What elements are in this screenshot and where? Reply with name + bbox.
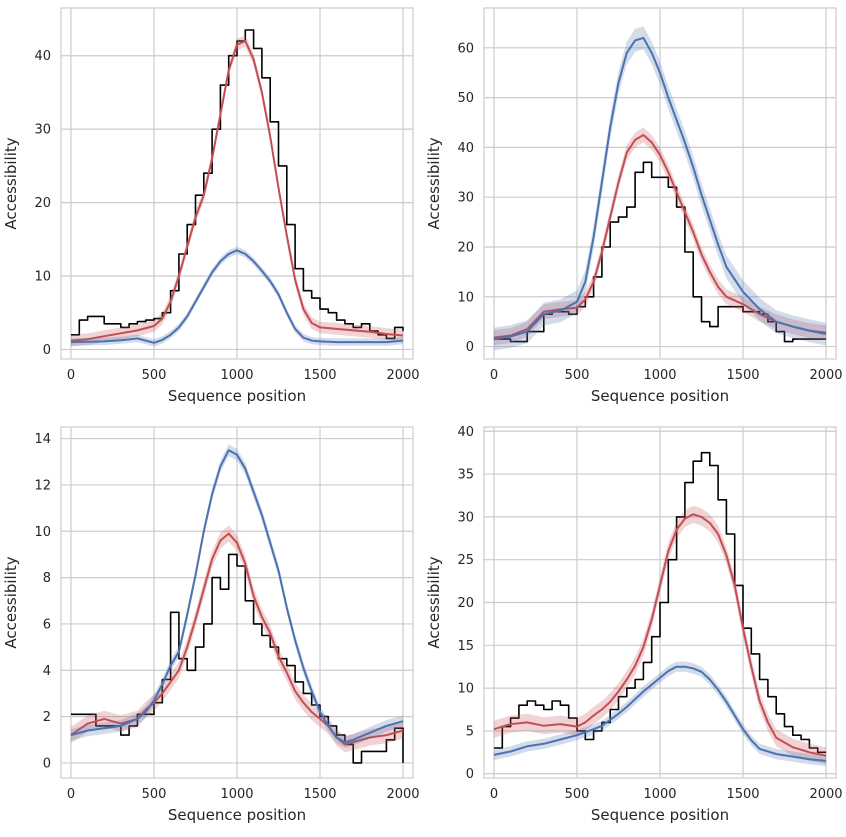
series-line-2 — [70, 40, 404, 342]
y-axis-label: Accessibility — [2, 556, 20, 648]
x-tick-label: 1000 — [643, 787, 676, 802]
x-tick-label: 500 — [142, 787, 167, 802]
y-tick-label: 20 — [34, 196, 51, 211]
y-tick-label: 0 — [466, 767, 474, 782]
x-tick-label: 500 — [142, 368, 167, 383]
series-line-3 — [70, 249, 404, 344]
x-tick-label: 1500 — [303, 787, 336, 802]
x-tick-label: 2000 — [386, 368, 419, 383]
y-tick-label: 40 — [457, 141, 474, 156]
axes-frame — [60, 426, 414, 779]
x-tick-label: 1000 — [643, 368, 676, 383]
x-axis-label: Sequence position — [168, 806, 306, 824]
y-tick-label: 30 — [34, 123, 51, 138]
series-line-3 — [493, 36, 827, 341]
y-tick-label: 25 — [457, 553, 474, 568]
confidence-band — [494, 127, 826, 346]
y-axis-label: Accessibility — [425, 556, 443, 648]
y-tick-label: 10 — [457, 682, 474, 697]
y-tick-label: 60 — [457, 41, 474, 56]
y-axis-label: Accessibility — [425, 137, 443, 229]
x-tick-label: 0 — [490, 368, 498, 383]
y-tick-label: 15 — [457, 639, 474, 654]
axes-frame — [483, 426, 837, 779]
y-axis-label: Accessibility — [2, 137, 20, 229]
y-tick-label: 0 — [43, 343, 51, 358]
y-tick-label: 20 — [457, 240, 474, 255]
x-tick-label: 1500 — [726, 787, 759, 802]
y-tick-label: 35 — [457, 468, 474, 483]
x-axis-label: Sequence position — [591, 806, 729, 824]
subplot-4: 0 500 1000 1500 2000 0 5 10 15 20 25 30 35 40 Sequence… — [425, 425, 843, 824]
y-tick-label: 0 — [43, 756, 51, 771]
y-tick-label: 30 — [457, 191, 474, 206]
series-line-3 — [70, 449, 404, 744]
y-tick-label: 4 — [43, 664, 51, 679]
y-tick-label: 10 — [34, 270, 51, 285]
y-tick-label: 50 — [457, 91, 474, 106]
subplot-1: 0 500 1000 1500 2000 0 10 20 30 40 Sequence positi… — [2, 7, 420, 405]
y-tick-label: 20 — [457, 596, 474, 611]
confidence-band — [494, 26, 826, 351]
subplot-2: 0 500 1000 1500 2000 0 10 20 30 40 50 60 Sequence po… — [425, 7, 843, 405]
y-tick-label: 40 — [457, 425, 474, 440]
x-tick-label: 0 — [67, 368, 75, 383]
y-tick-label: 10 — [34, 525, 51, 540]
axes-frame — [60, 7, 414, 360]
y-tick-label: 12 — [34, 478, 51, 493]
x-tick-label: 0 — [490, 787, 498, 802]
x-tick-label: 2000 — [809, 787, 842, 802]
x-tick-label: 1000 — [220, 368, 253, 383]
x-tick-label: 1500 — [303, 368, 336, 383]
y-tick-label: 40 — [34, 49, 51, 64]
x-axis-label: Sequence position — [168, 387, 306, 405]
confidence-band — [71, 525, 403, 753]
y-tick-label: 5 — [466, 724, 474, 739]
x-tick-label: 2000 — [809, 368, 842, 383]
x-tick-label: 500 — [565, 787, 590, 802]
x-axis-label: Sequence position — [591, 387, 729, 405]
series-line-1 — [71, 29, 404, 340]
x-tick-label: 1000 — [220, 787, 253, 802]
subplot-3: 0 500 1000 1500 2000 0 2 4 6 8 10 12 14 Sequence posi… — [2, 426, 420, 824]
series-line-1 — [494, 161, 826, 343]
y-tick-label: 2 — [43, 710, 51, 725]
x-tick-label: 1500 — [726, 368, 759, 383]
series-line-2 — [493, 134, 827, 339]
y-tick-label: 6 — [43, 617, 51, 632]
x-tick-label: 500 — [565, 368, 590, 383]
y-tick-label: 8 — [43, 571, 51, 586]
series-line-1 — [494, 451, 826, 754]
x-tick-label: 0 — [67, 787, 75, 802]
x-tick-label: 2000 — [386, 787, 419, 802]
y-tick-label: 14 — [34, 432, 51, 447]
y-tick-label: 30 — [457, 510, 474, 525]
y-tick-label: 10 — [457, 290, 474, 305]
y-tick-label: 0 — [466, 340, 474, 355]
confidence-band — [494, 661, 826, 766]
axes-frame — [483, 7, 837, 360]
series-line-3 — [493, 665, 827, 762]
series-line-2 — [493, 513, 827, 757]
